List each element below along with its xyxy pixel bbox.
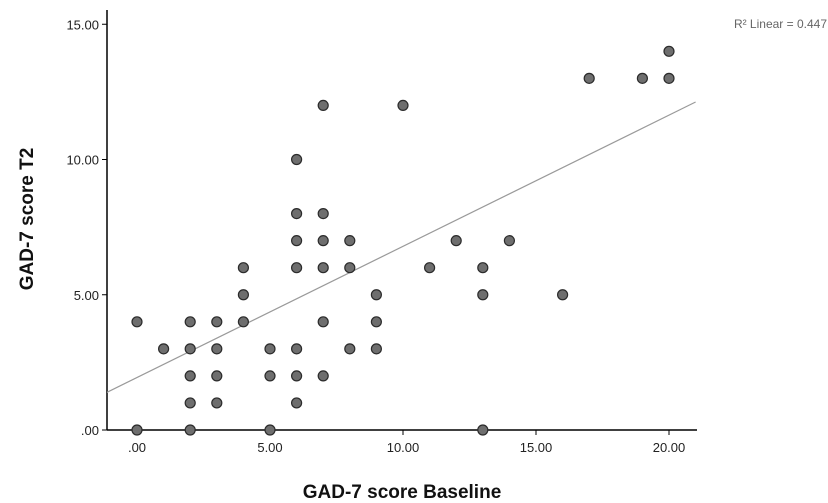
x-tick-label: 5.00 <box>257 440 282 455</box>
tick-labels: .00 5.00 10.00 15.00 20.00 .00 5.00 10.00 15.00 <box>66 17 685 455</box>
data-point <box>663 45 675 57</box>
data-point <box>477 289 489 301</box>
y-axis-title: GAD-7 score T2 <box>17 148 38 291</box>
data-point <box>477 262 489 274</box>
data-point <box>211 370 223 382</box>
data-point <box>211 397 223 409</box>
y-tick-label: 10.00 <box>66 153 99 168</box>
data-point <box>556 289 569 301</box>
data-point <box>291 262 303 274</box>
data-point <box>317 235 329 247</box>
data-point <box>184 397 196 409</box>
data-point <box>370 289 382 301</box>
data-point <box>131 424 143 436</box>
data-point <box>370 343 382 355</box>
r-squared-label: R² Linear = 0.447 <box>734 17 827 31</box>
data-point <box>291 153 303 166</box>
data-point <box>291 343 303 355</box>
axes <box>102 10 697 435</box>
x-tick-label: 10.00 <box>387 440 420 455</box>
data-point <box>211 343 223 355</box>
data-point <box>264 343 276 355</box>
data-point <box>291 370 303 382</box>
y-tick-label: 5.00 <box>74 288 99 303</box>
data-point <box>636 72 649 84</box>
linear-fit-line <box>107 101 696 393</box>
data-point <box>291 208 303 220</box>
data-point <box>131 316 143 328</box>
data-point <box>184 370 196 382</box>
data-point <box>237 262 249 274</box>
data-point <box>477 424 489 436</box>
data-point <box>344 343 356 355</box>
data-point <box>317 316 329 328</box>
data-point <box>317 262 329 274</box>
data-point <box>184 316 196 328</box>
data-point <box>344 235 356 247</box>
data-point <box>663 72 675 84</box>
x-tick-label: 15.00 <box>520 440 553 455</box>
data-point <box>184 343 196 355</box>
x-tick-label: .00 <box>128 440 146 455</box>
data-point <box>450 235 462 247</box>
data-point <box>583 72 595 84</box>
data-point <box>344 262 356 274</box>
data-point <box>397 99 409 112</box>
data-point <box>264 424 276 436</box>
data-point <box>184 424 196 436</box>
y-tick-label: 15.00 <box>66 17 99 32</box>
data-points <box>131 45 675 436</box>
x-tick-label: 20.00 <box>653 440 686 455</box>
y-tick-label: .00 <box>81 423 99 438</box>
data-point <box>211 316 223 328</box>
data-point <box>317 99 329 112</box>
x-axis-title: GAD-7 score Baseline <box>303 482 502 503</box>
data-point <box>503 235 515 247</box>
data-point <box>237 316 249 328</box>
fit-line-group <box>107 101 696 393</box>
data-point <box>317 208 329 220</box>
data-point <box>370 316 382 328</box>
data-point <box>237 289 249 301</box>
data-point <box>424 262 436 274</box>
data-point <box>317 370 329 382</box>
data-point <box>158 343 170 355</box>
data-point <box>291 397 303 409</box>
data-point <box>264 370 276 382</box>
data-point <box>291 235 303 247</box>
